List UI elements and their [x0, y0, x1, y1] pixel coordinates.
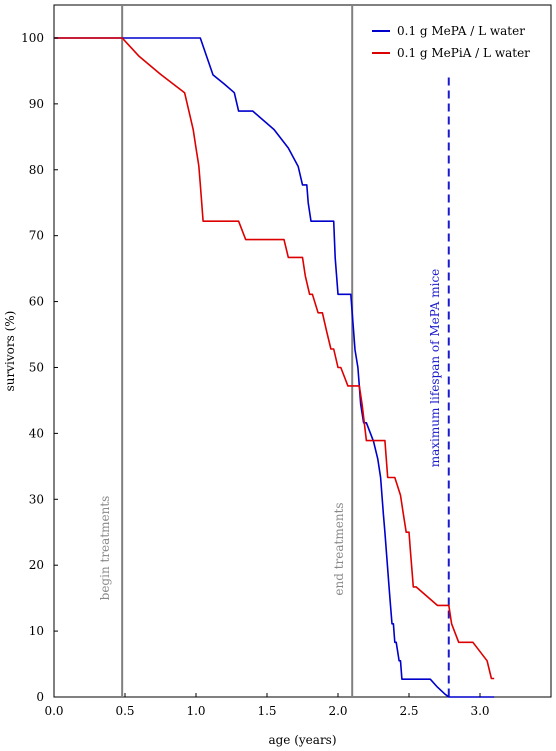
legend: 0.1 g MePA / L water 0.1 g MePiA / L wat…: [372, 24, 530, 60]
series-line-mepia: [54, 37, 495, 680]
end-treatments-label: end treatments: [332, 502, 346, 595]
y-tick-label: 40: [29, 426, 44, 440]
plot-border: [53, 4, 552, 698]
y-tick-label: 30: [29, 492, 44, 506]
y-tick-label: 100: [21, 31, 44, 45]
vertical-reference-lines: [121, 5, 450, 697]
plot-frame: [53, 4, 552, 698]
legend-label-mepia: 0.1 g MePiA / L water: [397, 46, 530, 60]
y-tick-label: 0: [36, 690, 44, 704]
x-tick-label: 2.5: [399, 704, 418, 718]
x-tick-label: 1.5: [257, 704, 276, 718]
legend-label-mepa: 0.1 g MePA / L water: [397, 24, 525, 38]
axis-ticks: 0.0 0.5 1.0 1.5 2.0 2.5 3.0 0 10 20 30 40 50 60 70 80 90…: [21, 31, 489, 718]
x-tick-label: 2.0: [328, 704, 347, 718]
max-lifespan-label: maximum lifespan of MePA mice: [428, 269, 442, 468]
series-lines: [54, 37, 495, 698]
y-axis-label: survivors (%): [3, 311, 17, 392]
y-tick-label: 20: [29, 558, 44, 572]
x-tick-label: 1.0: [186, 704, 205, 718]
y-tick-label: 80: [29, 163, 44, 177]
x-tick-label: 3.0: [470, 704, 489, 718]
y-tick-label: 60: [29, 295, 44, 309]
series-line-mepa: [54, 37, 495, 698]
begin-treatments-label: begin treatments: [98, 496, 112, 601]
x-axis-label: age (years): [268, 733, 336, 747]
x-tick-label: 0.5: [115, 704, 134, 718]
y-tick-label: 50: [29, 360, 44, 374]
x-tick-label: 0.0: [44, 704, 63, 718]
y-tick-label: 10: [29, 624, 44, 638]
y-tick-label: 70: [29, 229, 44, 243]
y-tick-label: 90: [29, 97, 44, 111]
